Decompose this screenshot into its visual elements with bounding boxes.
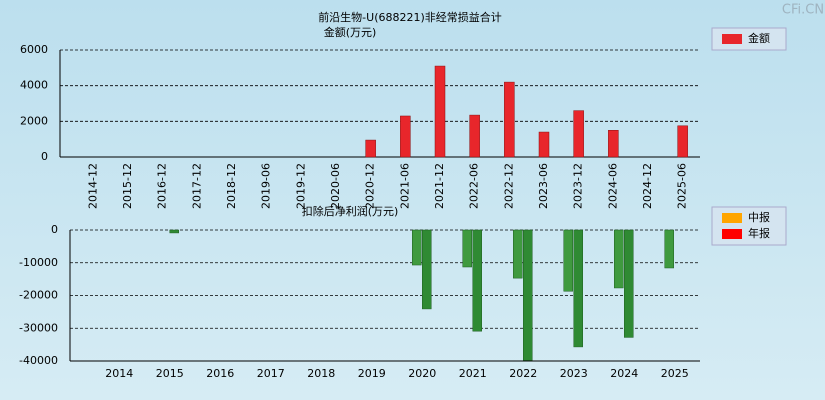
bar [472,229,482,332]
bar [462,229,472,268]
bar [677,125,688,158]
bar [573,229,583,348]
bar [169,229,179,234]
y-tick-label: -40000 [19,354,58,367]
x-tick-label: 2015 [156,367,184,380]
legend-swatch [722,213,742,223]
x-tick-label: 2018-12 [225,163,238,209]
x-tick-label: 2014-12 [86,163,99,209]
y-tick-label: 2000 [20,114,48,127]
x-tick-label: 2021-06 [398,163,411,209]
x-tick-label: 2022 [509,367,537,380]
y-axis-label: 金额(万元) [324,25,377,39]
x-tick-label: 2014 [105,367,133,380]
legend-label: 金额 [748,31,770,45]
x-tick-label: 2023-06 [537,163,550,209]
y-tick-label: -10000 [19,256,58,269]
chart-title: 前沿生物-U(688221)非经常损益合计 [318,10,502,24]
legend-label: 中报 [748,210,770,224]
x-tick-label: 2019 [358,367,386,380]
x-tick-label: 2018 [307,367,335,380]
y-tick-label: 6000 [20,43,48,56]
bar [412,229,422,266]
x-tick-label: 2023-12 [572,163,585,209]
x-tick-label: 2016 [206,367,234,380]
watermark: CFi.CN [782,3,824,18]
x-tick-label: 2020-06 [329,163,342,209]
y-tick-label: 0 [41,150,48,163]
x-tick-label: 2019-06 [260,163,273,209]
x-tick-label: 2017-12 [190,163,203,209]
y-tick-label: -30000 [19,321,58,334]
chart-title: 扣除后净利润(万元) [302,204,399,218]
x-tick-label: 2020 [408,367,436,380]
x-tick-label: 2020-12 [364,163,377,209]
x-tick-label: 2021 [459,367,487,380]
bar [523,229,533,361]
y-tick-label: 0 [51,223,58,236]
legend-swatch [722,34,742,44]
x-tick-label: 2021-12 [433,163,446,209]
bar [469,114,480,158]
bar [504,81,515,158]
legend-box [711,27,787,51]
x-tick-label: 2017 [257,367,285,380]
x-tick-label: 2024-12 [641,163,654,209]
bar [563,229,573,292]
x-tick-label: 2025-06 [676,163,689,209]
x-tick-label: 2015-12 [121,163,134,209]
bar [538,131,550,158]
bar [400,115,411,158]
bar [664,229,674,269]
legend-swatch [722,229,742,239]
x-tick-label: 2024-06 [606,163,619,209]
x-tick-label: 2022-12 [502,163,515,209]
y-tick-label: -20000 [19,289,58,302]
bar [422,229,432,310]
bar [624,229,634,338]
y-tick-label: 4000 [20,79,48,92]
bar [434,65,446,158]
x-tick-label: 2023 [560,367,588,380]
x-tick-label: 2024 [610,367,638,380]
bar [573,110,584,158]
legend-label: 年报 [748,226,770,240]
x-tick-label: 2019-12 [294,163,307,209]
x-tick-label: 2022-06 [468,163,481,209]
x-tick-label: 2025 [661,367,689,380]
bar [608,130,619,158]
bar [614,229,624,289]
x-tick-label: 2016-12 [156,163,169,209]
bar [513,229,523,279]
bar [365,139,376,158]
